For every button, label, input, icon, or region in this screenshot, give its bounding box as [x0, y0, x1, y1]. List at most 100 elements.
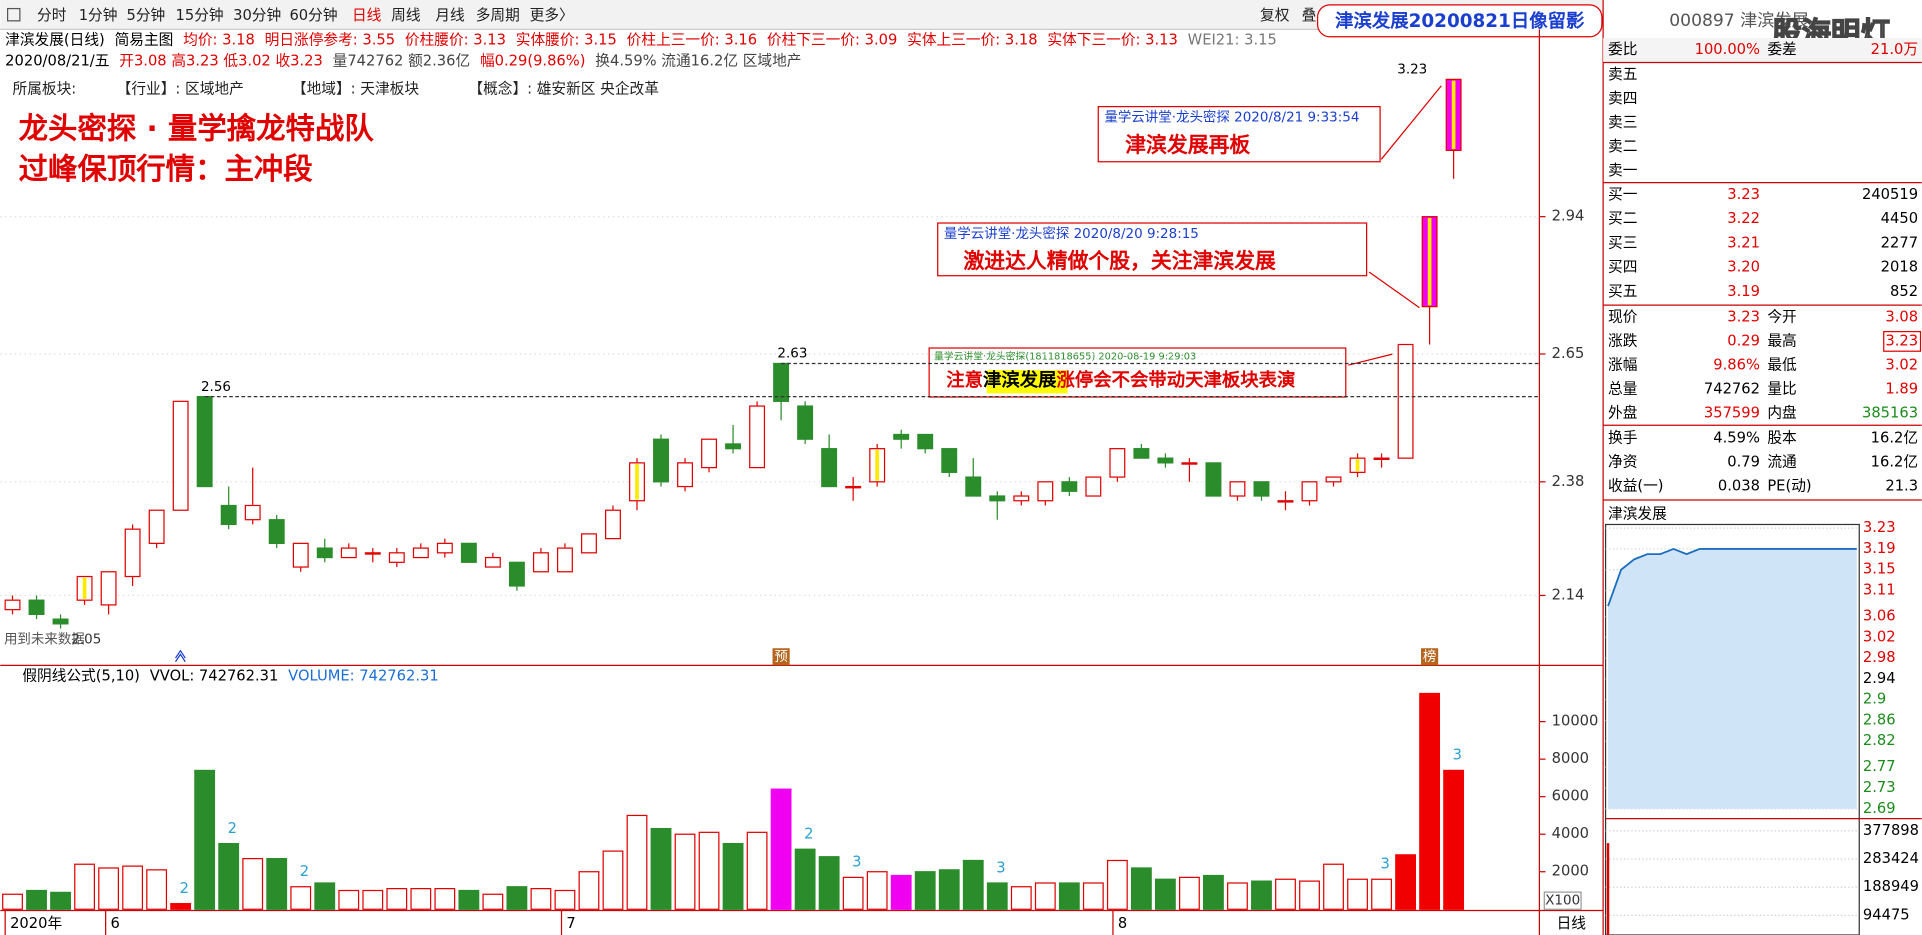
info-item: 价柱上三一价: 3.16 — [627, 31, 757, 48]
quote-label: 内盘 — [1767, 403, 1797, 421]
quote-value: 100.00% — [1695, 41, 1760, 58]
high-label: 2.56 — [201, 379, 231, 395]
toolbar-item[interactable]: 1分钟 — [79, 7, 118, 24]
candle-body — [989, 495, 1006, 502]
toolbar-item[interactable]: 周线 — [391, 7, 421, 24]
candle-body — [845, 485, 862, 489]
highlight — [986, 370, 1068, 394]
volume-bar — [2, 893, 23, 910]
candle-body — [1325, 476, 1342, 483]
intraday-tick-label: 3.23 — [1863, 519, 1896, 536]
candle-body — [1037, 481, 1054, 502]
candle-body — [653, 438, 669, 483]
volume-bar — [890, 874, 912, 910]
quote-value: 385163 — [1862, 404, 1918, 421]
toolbar-item[interactable]: 多周期 — [476, 7, 520, 24]
candle-body — [605, 509, 621, 540]
note-box — [937, 222, 1368, 277]
toolbar-button[interactable]: 复权 — [1260, 6, 1290, 24]
intraday-vol-label: 377898 — [1863, 822, 1919, 839]
quote-value: 0.79 — [1727, 454, 1760, 471]
vol-tick-label: 8000 — [1552, 750, 1589, 767]
candle-body — [1301, 481, 1318, 502]
volume-bar — [578, 871, 600, 910]
volume-bar — [26, 889, 47, 910]
note-arrow — [1368, 271, 1420, 309]
volume-bar — [1106, 859, 1128, 910]
candle-body — [677, 462, 693, 488]
banner: 津滨发展20200821日像留影 — [1335, 10, 1585, 32]
volume-bar — [434, 888, 456, 910]
candle-body — [292, 542, 309, 568]
volume-bar — [194, 769, 216, 910]
quote-value: 16.2亿 — [1871, 454, 1918, 471]
intraday-line — [1607, 547, 1857, 607]
volume-bar — [1347, 878, 1368, 910]
candle-body — [244, 504, 261, 521]
volume-bar — [1419, 692, 1441, 910]
volume-bar — [938, 869, 960, 910]
info-item: 开3.08 高3.23 低3.02 收3.23 — [119, 52, 323, 69]
volume-bar — [746, 831, 768, 910]
buy-label: 买五 — [1608, 283, 1637, 300]
buy-price: 3.20 — [1727, 259, 1760, 276]
toolbar-item[interactable]: 更多〉 — [530, 7, 574, 24]
info-line: 2020/08/21/五 开3.08 高3.23 低3.02 收3.23 量7427… — [5, 52, 801, 69]
info-item: 2020/08/21/五 — [5, 52, 109, 69]
sell-label: 卖二 — [1608, 138, 1637, 155]
quote-value: 0.038 — [1718, 478, 1760, 495]
toolbar-item[interactable]: 分时 — [37, 7, 67, 24]
candle-body — [773, 362, 790, 402]
candle-body — [1013, 495, 1030, 502]
candle-highlight — [1355, 459, 1360, 472]
quote-value: 21.3 — [1885, 478, 1918, 495]
x-tick-label: 2020年 — [10, 915, 62, 932]
quote-label: 流通 — [1767, 454, 1797, 471]
candle-body — [532, 552, 549, 573]
note-part: 注意 — [946, 369, 983, 391]
toolbar-icon[interactable] — [7, 7, 21, 22]
volume-bar — [1130, 867, 1152, 910]
volume-bar — [458, 889, 480, 910]
intraday-title: 津滨发展 — [1608, 506, 1667, 523]
candle-body — [1277, 500, 1294, 503]
note-arrow — [1380, 85, 1442, 160]
toolbar-item[interactable]: 日线 — [352, 7, 382, 24]
buy-qty: 2018 — [1881, 259, 1918, 276]
event-marker — [1421, 648, 1439, 666]
info-item: 量742762 额2.36亿 — [333, 52, 471, 69]
quote-label: 最高 — [1767, 332, 1796, 349]
toolbar-item[interactable]: 30分钟 — [233, 7, 281, 24]
candle-body — [268, 519, 285, 544]
candle-body — [893, 433, 910, 440]
volume-bar — [1034, 882, 1056, 910]
intraday-tick-label: 2.86 — [1863, 711, 1896, 728]
volume-label: 2 — [228, 820, 237, 837]
toolbar-item[interactable]: 5分钟 — [126, 7, 165, 24]
candle-body — [484, 556, 501, 568]
buy-label: 买三 — [1608, 234, 1637, 251]
buy-price: 3.21 — [1727, 234, 1760, 251]
candle-body — [749, 405, 766, 469]
low-label: 2.05 — [71, 632, 101, 648]
info-item: 换4.59% 流通16.2亿 区域地产 — [595, 52, 801, 69]
volume-bar — [266, 857, 288, 910]
toolbar-item[interactable]: 60分钟 — [289, 7, 337, 24]
toolbar-item[interactable]: 月线 — [435, 7, 465, 24]
volume-bar — [554, 889, 576, 910]
volume-bar — [98, 867, 120, 910]
candle-body — [388, 552, 405, 563]
candle-body — [364, 552, 381, 555]
quote-value: 3.23 — [1885, 332, 1918, 349]
toolbar-item[interactable]: 15分钟 — [176, 7, 224, 24]
volume-bar — [602, 850, 624, 910]
candle-body — [1253, 481, 1270, 497]
candle-body — [436, 542, 453, 554]
volume-bar — [242, 857, 264, 910]
info-item: 价柱腰价: 3.13 — [405, 31, 506, 48]
toolbar-button[interactable]: 叠 — [1302, 7, 1317, 24]
volume-bar — [74, 863, 95, 910]
intraday-vol-label: 283424 — [1863, 850, 1919, 867]
period-label: 日线 — [1557, 915, 1587, 932]
